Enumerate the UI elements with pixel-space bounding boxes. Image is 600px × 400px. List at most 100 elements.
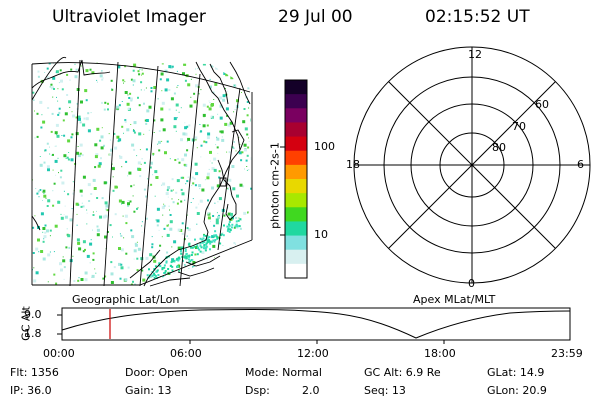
emission-speck <box>190 202 192 203</box>
emission-speck <box>204 249 207 252</box>
emission-speck <box>176 257 179 260</box>
emission-speck <box>137 207 139 209</box>
emission-speck <box>231 223 234 226</box>
emission-speck <box>164 88 168 92</box>
emission-speck <box>162 214 164 216</box>
emission-speck <box>96 233 100 237</box>
emission-speck <box>132 280 134 283</box>
emission-speck <box>234 225 237 228</box>
emission-speck <box>133 210 136 213</box>
emission-speck <box>171 258 175 262</box>
emission-speck <box>236 194 239 198</box>
emission-speck <box>94 143 98 147</box>
emission-speck <box>201 188 205 192</box>
emission-speck <box>225 88 226 90</box>
emission-speck <box>184 153 187 157</box>
emission-speck <box>184 199 186 201</box>
emission-speck <box>160 72 164 76</box>
geographic-label: Geographic Lat/Lon <box>72 293 180 306</box>
emission-speck <box>176 179 180 183</box>
emission-speck <box>121 200 125 204</box>
emission-speck <box>127 204 130 207</box>
emission-speck <box>57 88 59 90</box>
emission-speck <box>59 69 62 72</box>
emission-speck <box>201 241 204 244</box>
emission-speck <box>242 185 245 188</box>
emission-speck <box>209 160 211 162</box>
emission-speck <box>213 168 217 172</box>
emission-speck <box>147 204 149 206</box>
emission-speck <box>76 224 78 226</box>
emission-speck <box>196 246 199 249</box>
emission-speck <box>47 199 51 203</box>
emission-speck <box>223 181 224 183</box>
emission-speck <box>139 68 141 70</box>
emission-speck <box>33 267 35 269</box>
emission-speck <box>71 133 74 136</box>
emission-speck <box>221 138 225 142</box>
emission-speck <box>93 187 97 190</box>
mode-value: Mode: Normal <box>245 366 322 379</box>
emission-speck <box>155 176 159 179</box>
emission-speck <box>217 113 219 115</box>
emission-speck <box>199 242 202 245</box>
emission-speck <box>137 96 139 99</box>
emission-speck <box>133 249 137 253</box>
emission-speck <box>151 246 154 249</box>
emission-speck <box>61 135 63 136</box>
emission-speck <box>95 153 99 157</box>
emission-speck <box>113 266 116 269</box>
emission-speck <box>161 184 162 186</box>
emission-speck <box>133 63 137 67</box>
emission-speck <box>215 218 219 222</box>
emission-speck <box>140 163 142 165</box>
emission-speck <box>89 242 93 246</box>
emission-speck <box>92 259 94 260</box>
emission-speck <box>142 278 146 282</box>
emission-speck <box>62 256 64 258</box>
emission-speck <box>191 138 195 142</box>
emission-speck <box>235 224 238 227</box>
emission-speck <box>180 107 182 109</box>
emission-speck <box>129 200 132 203</box>
emission-speck <box>223 214 226 217</box>
emission-speck <box>149 161 153 165</box>
emission-speck <box>117 65 121 69</box>
emission-speck <box>141 221 143 223</box>
emission-speck <box>246 101 249 103</box>
colorbar-segment <box>285 193 307 208</box>
emission-speck <box>43 193 45 194</box>
emission-speck <box>186 125 189 128</box>
emission-speck <box>161 62 164 65</box>
emission-speck <box>153 132 155 133</box>
emission-speck <box>40 212 44 216</box>
emission-speck <box>206 176 210 180</box>
emission-speck <box>235 216 238 219</box>
emission-speck <box>219 130 222 133</box>
emission-speck <box>207 216 211 220</box>
emission-speck <box>214 202 216 204</box>
emission-speck <box>143 161 146 164</box>
emission-speck <box>62 119 65 122</box>
emission-speck <box>92 178 96 182</box>
emission-speck <box>205 245 208 248</box>
emission-speck <box>34 110 35 112</box>
emission-speck <box>175 109 177 111</box>
emission-speck <box>182 72 185 76</box>
emission-speck <box>110 272 114 276</box>
emission-speck <box>208 107 212 111</box>
emission-speck <box>241 151 244 154</box>
emission-speck <box>236 226 239 229</box>
emission-speck <box>36 112 39 115</box>
emission-speck <box>188 237 190 239</box>
colorbar-segment <box>285 207 307 222</box>
emission-speck <box>175 103 179 107</box>
emission-speck <box>200 144 203 147</box>
emission-speck <box>163 264 166 267</box>
emission-speck <box>137 161 141 165</box>
emission-speck <box>206 136 210 140</box>
emission-speck <box>201 251 205 254</box>
emission-speck <box>168 65 172 69</box>
emission-speck <box>129 97 133 101</box>
emission-speck <box>216 212 218 214</box>
